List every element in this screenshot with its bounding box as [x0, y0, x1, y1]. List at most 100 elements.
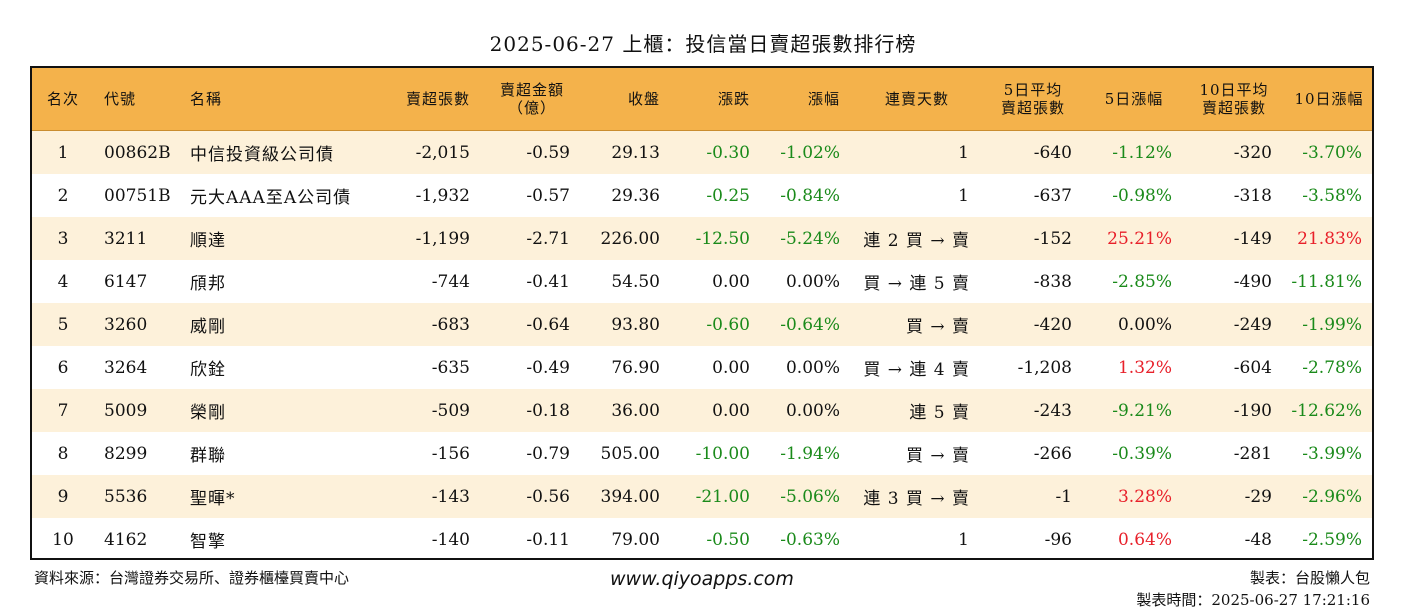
row-pct5: -1.12%	[1112, 142, 1172, 163]
row-sell-shares: -140	[431, 529, 470, 550]
table-row: 2 00751B 元大AAA至A公司債 -1,932 -0.57 29.36 -0.25 -0…	[32, 174, 1372, 217]
made-time: 製表時間：2025-06-27 17:21:16	[1136, 591, 1370, 609]
row-streak: 連 2 買 → 賣	[863, 231, 970, 251]
row-code: 3260	[104, 314, 148, 335]
row-rank: 2	[57, 185, 69, 206]
table-row: 10 4162 智擎 -140 -0.11 79.00 -0.50 -0.63% 1 -96 0.6…	[32, 518, 1372, 561]
row-sell-amount: -0.56	[526, 486, 570, 507]
header-avg5: 5日平均 賣超張數	[982, 81, 1084, 117]
row-name: 群聯	[190, 446, 226, 466]
row-avg10: -490	[1233, 271, 1272, 292]
row-code: 5009	[104, 400, 148, 421]
row-pct5: -9.21%	[1112, 400, 1172, 421]
row-sell-shares: -635	[431, 357, 470, 378]
row-name: 順達	[190, 231, 226, 251]
row-streak: 1	[958, 529, 970, 550]
maker-label: 製表：台股懶人包	[1249, 569, 1370, 587]
row-pct: -5.06%	[780, 486, 840, 507]
row-sell-shares: -683	[431, 314, 470, 335]
row-avg5: -838	[1033, 271, 1072, 292]
row-change: 0.00	[712, 400, 750, 421]
header-pct: 漲幅	[807, 90, 840, 108]
row-avg10: -249	[1233, 314, 1272, 335]
row-sell-amount: -0.57	[526, 185, 570, 206]
page-title: 2025-06-27 上櫃：投信當日賣超張數排行榜	[489, 32, 917, 56]
row-code: 00862B	[104, 142, 171, 163]
row-avg10: -281	[1233, 443, 1272, 464]
table-row: 6 3264 欣銓 -635 -0.49 76.90 0.00 0.00% 買 → 連 4 賣 -…	[32, 346, 1372, 389]
row-change: -12.50	[695, 228, 750, 249]
row-pct: -5.24%	[780, 228, 840, 249]
row-code: 6147	[104, 271, 148, 292]
row-sell-shares: -1,199	[415, 228, 470, 249]
header-code: 代號	[104, 90, 137, 108]
row-streak: 1	[958, 185, 970, 206]
row-streak: 連 3 買 → 賣	[863, 489, 970, 509]
row-avg5: -1,208	[1017, 357, 1072, 378]
row-pct10: -3.58%	[1302, 185, 1362, 206]
row-pct5: 25.21%	[1107, 228, 1172, 249]
row-rank: 1	[57, 142, 69, 163]
row-change: -0.30	[706, 142, 750, 163]
row-streak: 連 5 賣	[909, 403, 970, 423]
row-streak: 買 → 賣	[905, 446, 970, 466]
row-sell-amount: -0.59	[526, 142, 570, 163]
table-row: 1 00862B 中信投資級公司債 -2,015 -0.59 29.13 -0.30 -1.0…	[32, 131, 1372, 174]
row-rank: 5	[57, 314, 69, 335]
row-pct: 0.00%	[785, 271, 840, 292]
row-avg10: -320	[1233, 142, 1272, 163]
row-pct10: 21.83%	[1297, 228, 1362, 249]
row-name: 榮剛	[190, 403, 226, 423]
row-sell-amount: -0.79	[526, 443, 570, 464]
row-close: 36.00	[611, 400, 660, 421]
row-change: 0.00	[712, 357, 750, 378]
row-sell-shares: -2,015	[415, 142, 470, 163]
row-avg10: -149	[1233, 228, 1272, 249]
header-sell-shares: 賣超張數	[405, 90, 470, 108]
row-name: 元大AAA至A公司債	[190, 188, 352, 208]
row-sell-shares: -744	[431, 271, 470, 292]
row-close: 54.50	[611, 271, 660, 292]
table-body: 1 00862B 中信投資級公司債 -2,015 -0.59 29.13 -0.30 -1.0…	[32, 131, 1372, 561]
header-avg5-line2: 賣超張數	[1000, 99, 1065, 117]
ranking-table: 名次 代號 名稱 賣超張數 賣超金額 （億） 收盤 漲跌 漲幅 連賣天數 5日平…	[30, 66, 1374, 560]
row-change: -0.50	[706, 529, 750, 550]
row-avg10: -190	[1233, 400, 1272, 421]
header-rank: 名次	[46, 90, 79, 108]
row-avg5: -96	[1044, 529, 1072, 550]
header-avg10-line2: 賣超張數	[1201, 99, 1266, 117]
row-sell-amount: -0.64	[526, 314, 570, 335]
row-streak: 買 → 連 4 賣	[863, 360, 970, 380]
header-sell-amount-line2: （億）	[507, 99, 556, 117]
row-sell-shares: -156	[431, 443, 470, 464]
row-close: 29.13	[611, 142, 660, 163]
table-row: 4 6147 頎邦 -744 -0.41 54.50 0.00 0.00% 買 → 連 5 賣 -…	[32, 260, 1372, 303]
header-sell-amount: 賣超金額 （億）	[482, 81, 582, 117]
header-name: 名稱	[190, 90, 223, 108]
row-avg5: -1	[1055, 486, 1072, 507]
row-rank: 3	[57, 228, 69, 249]
row-close: 394.00	[600, 486, 660, 507]
row-change: -0.60	[706, 314, 750, 335]
row-pct10: -11.81%	[1291, 271, 1362, 292]
row-sell-shares: -1,932	[415, 185, 470, 206]
row-avg5: -420	[1033, 314, 1072, 335]
row-rank: 8	[57, 443, 69, 464]
site-link[interactable]: www.qiyoapps.com	[610, 568, 794, 590]
row-change: -10.00	[695, 443, 750, 464]
row-avg5: -152	[1033, 228, 1072, 249]
row-streak: 買 → 賣	[905, 317, 970, 337]
row-code: 00751B	[104, 185, 171, 206]
row-rank: 6	[57, 357, 69, 378]
row-pct5: 0.64%	[1117, 529, 1172, 550]
row-code: 5536	[104, 486, 148, 507]
row-code: 3211	[104, 228, 148, 249]
header-close: 收盤	[627, 90, 660, 108]
row-rank: 7	[57, 400, 69, 421]
row-pct: -1.02%	[780, 142, 840, 163]
row-code: 4162	[104, 529, 148, 550]
row-code: 8299	[104, 443, 148, 464]
row-name: 智擎	[190, 532, 226, 552]
row-avg5: -266	[1033, 443, 1072, 464]
row-code: 3264	[104, 357, 148, 378]
